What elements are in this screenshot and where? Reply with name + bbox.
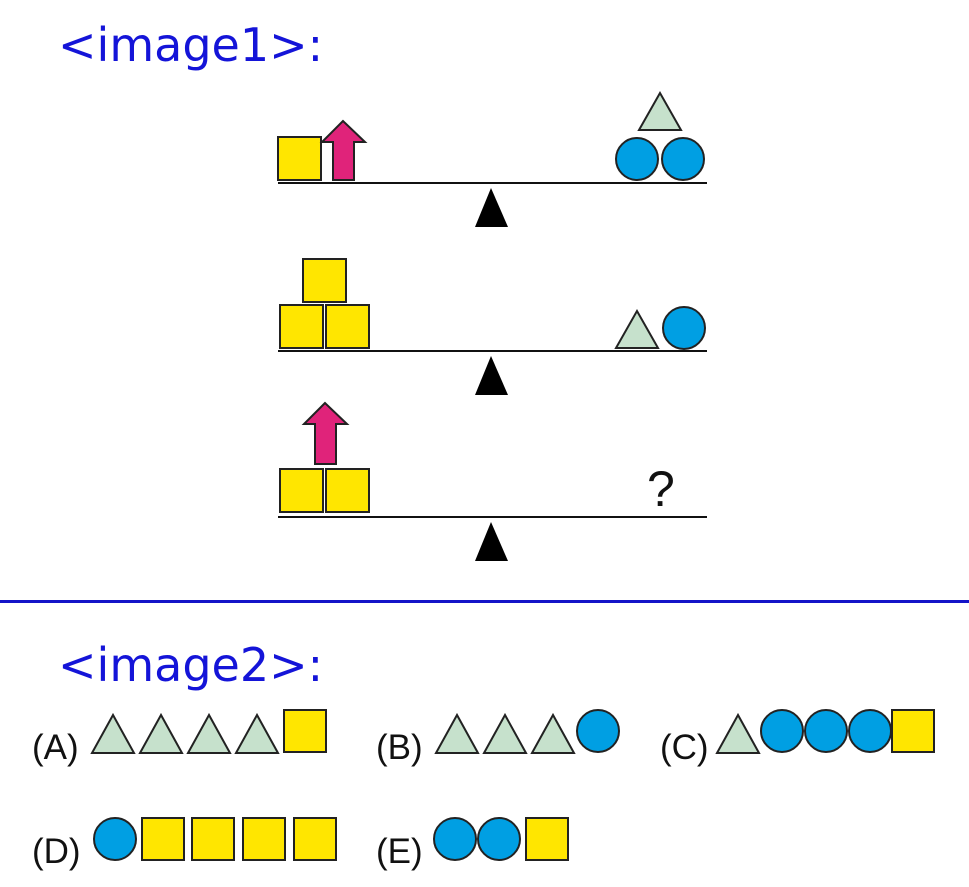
circle xyxy=(615,137,659,181)
square xyxy=(279,304,324,349)
square xyxy=(283,709,327,753)
square xyxy=(277,136,322,181)
triangle xyxy=(90,712,136,754)
option-d[interactable]: (D) xyxy=(32,817,337,871)
fulcrum xyxy=(475,522,508,561)
option-a[interactable]: (A) xyxy=(32,709,327,767)
circle xyxy=(433,817,477,861)
triangle xyxy=(637,90,683,131)
section-divider xyxy=(0,600,969,603)
circle xyxy=(93,817,137,861)
circle xyxy=(576,709,620,753)
option-e-label: (E) xyxy=(376,832,423,871)
circle xyxy=(848,709,892,753)
square xyxy=(325,468,370,513)
arrow xyxy=(319,119,368,181)
triangle xyxy=(434,712,480,754)
image2-label: <image2>: xyxy=(58,638,324,692)
balance-1 xyxy=(277,90,707,227)
square xyxy=(525,817,569,861)
option-c[interactable]: (C) xyxy=(660,709,935,767)
circle xyxy=(662,306,706,350)
circle xyxy=(477,817,521,861)
arrow xyxy=(301,401,350,465)
square xyxy=(891,709,935,753)
question-mark: ? xyxy=(647,461,675,517)
fulcrum xyxy=(475,356,508,395)
triangle xyxy=(614,308,660,349)
triangle xyxy=(234,712,280,754)
option-b-label: (B) xyxy=(376,728,423,767)
square xyxy=(242,817,286,861)
triangle xyxy=(530,712,576,754)
circle xyxy=(804,709,848,753)
square xyxy=(325,304,370,349)
square xyxy=(293,817,337,861)
triangle xyxy=(715,712,761,754)
option-b[interactable]: (B) xyxy=(376,709,620,767)
square xyxy=(141,817,185,861)
circle xyxy=(760,709,804,753)
balance-2 xyxy=(278,258,707,395)
circle xyxy=(661,137,705,181)
option-d-label: (D) xyxy=(32,832,81,871)
triangle xyxy=(186,712,232,754)
fulcrum xyxy=(475,188,508,227)
option-a-label: (A) xyxy=(32,728,79,767)
triangle xyxy=(138,712,184,754)
option-c-label: (C) xyxy=(660,728,709,767)
balance-3: ? xyxy=(278,401,707,561)
triangle xyxy=(482,712,528,754)
image1-label: <image1>: xyxy=(58,18,324,72)
square xyxy=(191,817,235,861)
square xyxy=(302,258,347,303)
option-e[interactable]: (E) xyxy=(376,817,569,871)
square xyxy=(279,468,324,513)
